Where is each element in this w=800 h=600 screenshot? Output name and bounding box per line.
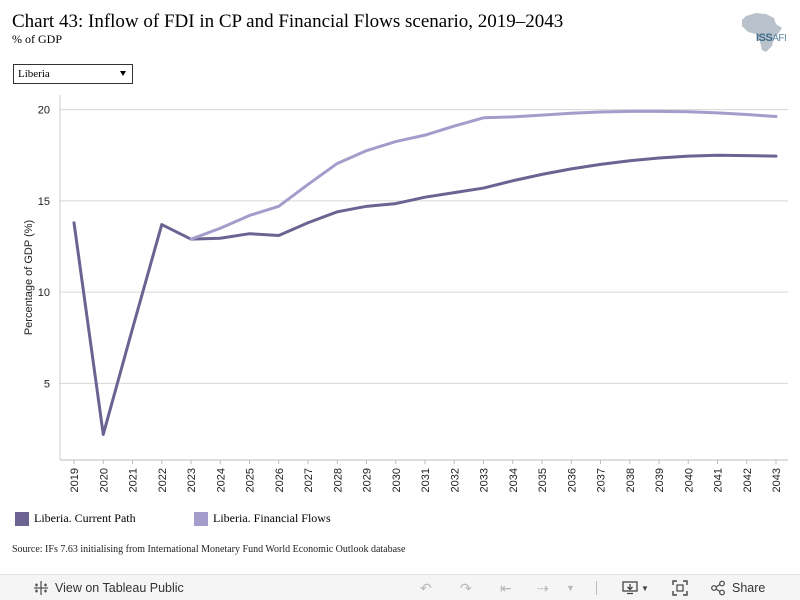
tableau-logo-icon bbox=[34, 581, 48, 595]
y-tick-label: 15 bbox=[38, 196, 50, 208]
view-on-tableau-label: View on Tableau Public bbox=[55, 581, 184, 595]
share-icon bbox=[711, 580, 725, 596]
refresh-dropdown-button[interactable]: ▼ bbox=[566, 575, 575, 600]
x-tick-label: 2030 bbox=[391, 468, 403, 492]
x-tick-label: 2021 bbox=[128, 468, 140, 492]
x-tick-label: 2033 bbox=[479, 468, 491, 492]
redo-icon: ↷ bbox=[460, 579, 472, 596]
x-tick-label: 2038 bbox=[625, 468, 637, 492]
legend-label-financial-flows: Liberia. Financial Flows bbox=[213, 511, 331, 525]
chart-subtitle: % of GDP bbox=[12, 32, 62, 46]
refresh-button[interactable]: ⇢ bbox=[537, 575, 549, 600]
x-tick-label: 2035 bbox=[537, 468, 549, 492]
x-tick-label: 2026 bbox=[274, 468, 286, 492]
share-label: Share bbox=[732, 581, 766, 595]
legend-swatch-financial-flows bbox=[194, 511, 208, 526]
revert-button[interactable]: ⇤ bbox=[500, 575, 512, 600]
logo-text: ISSAFI bbox=[756, 32, 787, 44]
caret-down-icon: ▼ bbox=[566, 583, 575, 593]
legend-swatch-current-path bbox=[15, 511, 29, 526]
x-tick-label: 2040 bbox=[683, 468, 695, 492]
x-tick-label: 2042 bbox=[742, 468, 754, 492]
share-button[interactable]: Share bbox=[710, 575, 765, 600]
download-button[interactable]: ▼ bbox=[622, 575, 649, 600]
tableau-toolbar: View on Tableau Public ↶ ↷ ⇤ ⇢ ▼ ▼ Share bbox=[0, 574, 800, 600]
x-tick-label: 2019 bbox=[69, 468, 81, 492]
x-tick-label: 2022 bbox=[157, 468, 169, 492]
caret-down-icon: ▼ bbox=[641, 583, 649, 593]
view-on-tableau-button[interactable]: View on Tableau Public bbox=[34, 575, 184, 600]
chart-title: Chart 43: Inflow of FDI in CP and Financ… bbox=[12, 11, 564, 32]
x-tick-label: 2037 bbox=[596, 468, 608, 492]
x-tick-label: 2029 bbox=[362, 468, 374, 492]
source-note: Source: IFs 7.63 initialising from Inter… bbox=[12, 544, 406, 555]
x-tick-label: 2036 bbox=[566, 468, 578, 492]
undo-icon: ↶ bbox=[420, 579, 432, 596]
y-tick-label: 20 bbox=[38, 105, 50, 117]
africa-map-logo-icon bbox=[742, 13, 782, 52]
x-tick-label: 2032 bbox=[449, 468, 461, 492]
x-tick-label: 2034 bbox=[508, 468, 520, 492]
line-chart: 5 10 15 20 Percentage of GDP (%) 2019 2020 2021… bbox=[23, 95, 788, 492]
country-filter-dropdown[interactable]: Liberia bbox=[13, 64, 133, 84]
y-tick-label: 10 bbox=[38, 287, 50, 299]
x-tick-label: 2020 bbox=[98, 468, 110, 492]
legend-item-financial-flows[interactable]: Liberia. Financial Flows bbox=[194, 511, 331, 526]
x-tick-label: 2031 bbox=[420, 468, 432, 492]
country-filter-value: Liberia bbox=[18, 68, 50, 80]
series-line-current-path bbox=[72, 153, 778, 436]
x-tick-label: 2043 bbox=[771, 468, 783, 492]
y-tick-label: 5 bbox=[44, 378, 50, 390]
toolbar-divider bbox=[596, 581, 597, 595]
series-line-financial-flows bbox=[189, 109, 778, 241]
legend: Liberia. Current Path Liberia. Financial… bbox=[0, 511, 800, 531]
legend-item-current-path[interactable]: Liberia. Current Path bbox=[15, 511, 136, 526]
x-tick-label: 2025 bbox=[245, 468, 257, 492]
y-axis-label: Percentage of GDP (%) bbox=[23, 220, 35, 335]
redo-button[interactable]: ↷ bbox=[460, 575, 472, 600]
x-tick-label: 2027 bbox=[303, 468, 315, 492]
fullscreen-button[interactable] bbox=[672, 575, 688, 600]
x-tick-label: 2041 bbox=[713, 468, 725, 492]
download-icon bbox=[622, 581, 638, 595]
legend-label-current-path: Liberia. Current Path bbox=[34, 511, 136, 525]
x-tick-label: 2039 bbox=[654, 468, 666, 492]
chevron-down-icon bbox=[120, 71, 126, 76]
refresh-icon: ⇢ bbox=[537, 579, 549, 596]
x-tick-label: 2023 bbox=[186, 468, 198, 492]
revert-icon: ⇤ bbox=[500, 579, 512, 596]
x-tick-label: 2028 bbox=[332, 468, 344, 492]
x-tick-label: 2024 bbox=[215, 468, 227, 492]
undo-button[interactable]: ↶ bbox=[420, 575, 432, 600]
fullscreen-icon bbox=[672, 580, 688, 596]
